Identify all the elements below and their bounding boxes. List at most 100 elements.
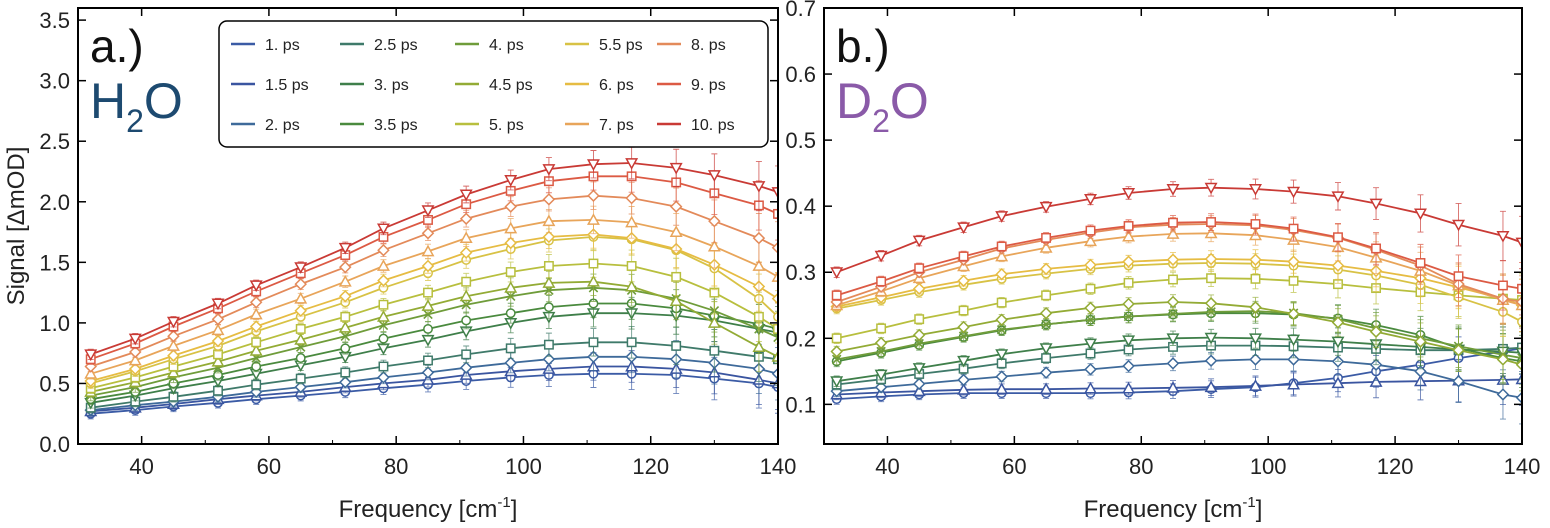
panel-a-data-point [543, 339, 554, 350]
panel-b-xtick-label: 100 [1250, 454, 1287, 479]
panel-a-data-point [459, 289, 473, 302]
panel-b-data-point [957, 274, 970, 288]
legend-item-5-ps: 5. ps [455, 117, 524, 134]
panel-b-data-point [830, 376, 844, 388]
panel-b-data-point [1123, 221, 1134, 231]
panel-a-data-point [542, 230, 556, 244]
panel-b-data-point [1122, 229, 1136, 242]
panel-b-data-point [1204, 252, 1218, 266]
panel-a-ytick-label: 3.5 [39, 8, 70, 33]
panel-a-data-point [294, 333, 308, 345]
panel-a-series-line [90, 218, 778, 375]
panel-b-data-point [1517, 353, 1522, 363]
legend-item-1-5-ps: 1.5 ps [231, 77, 309, 94]
panel-a-data-point [294, 291, 308, 304]
legend-label: 9. ps [691, 77, 726, 94]
panel-a-xtick-label: 40 [129, 454, 153, 479]
panel-a-data-point [249, 307, 263, 320]
panel-a-data-point [423, 309, 433, 320]
panel-a-data-point [752, 181, 766, 193]
panel-a-data-point [128, 333, 142, 346]
panel-b-data-point [995, 249, 1009, 262]
panel-b-xlabel: Frequency [cm-1] [1084, 494, 1263, 523]
panel-b-data-point [1515, 391, 1522, 405]
panel-a-data-point [376, 310, 390, 322]
panel-b-data-point [1452, 343, 1465, 357]
panel-b-series-line [836, 221, 1522, 297]
legend-label: 1. ps [265, 37, 300, 54]
panel-a-data-point [211, 354, 225, 367]
panel-b-data-point [1287, 334, 1301, 347]
panel-b-data-point [1039, 343, 1053, 355]
panel-a-data-point [543, 302, 554, 313]
panel-a-xlabel-main: Frequency [cm [339, 496, 498, 523]
panel-a-data-point [84, 349, 98, 362]
panel-b-series-line [836, 310, 1522, 361]
panel-b-data-point [1039, 382, 1053, 395]
panel-a-xtick-label: 120 [632, 454, 669, 479]
panel-a-data-point [752, 259, 766, 271]
panel-b-data-point [830, 267, 844, 279]
panel-a-data-point [84, 367, 98, 379]
panel-b-data-point [914, 314, 925, 325]
panel-a-xlabel: Frequency [cm-1] [339, 494, 518, 523]
panel-b-data-point [1371, 243, 1382, 254]
panel-a-data-point [504, 175, 518, 187]
panel-a-data-point [338, 274, 352, 287]
panel-a-data-point [587, 228, 600, 241]
panel-a-data-point [377, 371, 390, 384]
panel-b-data-point [1414, 208, 1427, 221]
panel-b-data-point [1333, 232, 1343, 243]
panel-b-solvent-label: D2O [836, 73, 929, 139]
panel-b-data-point [1122, 188, 1136, 200]
panel-b-data-point [1084, 363, 1097, 376]
panel-a-plot-area [84, 146, 778, 420]
panel-b-series-line [836, 186, 1522, 274]
panel-b-xlabel-main: Frequency [cm [1084, 496, 1243, 523]
panel-a-data-point [586, 274, 600, 287]
panel-b-series-line [836, 336, 1522, 383]
panel-b-series-4-5-ps [830, 294, 1522, 392]
panel-b-data-point [1287, 255, 1300, 268]
panel-a-data-point [586, 213, 600, 225]
panel-b-data-point [1122, 359, 1135, 373]
panel-a-data-point [378, 320, 389, 331]
panel-a-data-point [459, 212, 473, 225]
panel-b-xlabel-sup: -1 [1242, 494, 1255, 511]
panel-a-data-point [295, 373, 306, 384]
panel-b-data-point [1206, 217, 1217, 227]
panel-b-data-point [1515, 358, 1522, 371]
panel-a-data-point [423, 355, 433, 366]
panel-b-data-point [1452, 219, 1466, 232]
panel-b-data-point [1166, 381, 1180, 393]
panel-b-data-point [1331, 376, 1345, 389]
legend-label: 4.5 ps [489, 77, 533, 94]
panel-a-series-line [90, 341, 778, 409]
panel-a-ytick-label: 0.0 [39, 432, 70, 457]
panel-a-data-point [587, 350, 600, 364]
panel-b-solvent-tail: O [890, 73, 929, 129]
panel-b-data-point [1166, 295, 1180, 309]
panel-a-data-point [295, 323, 306, 334]
panel-b-data-point [1204, 297, 1218, 310]
panel-b-data-point [912, 377, 926, 391]
panel-a-data-point [461, 349, 472, 360]
panel-a-data-point [339, 375, 352, 389]
panel-b-data-point [1041, 290, 1052, 301]
panel-a-data-point [421, 244, 435, 257]
panel-a-series-line [90, 355, 778, 411]
panel-a-data-point [542, 193, 556, 206]
panel-b-data-point [1204, 182, 1218, 195]
panel-b-data-point [1039, 306, 1053, 320]
panel-a-data-point [669, 225, 683, 238]
panel-a-data-point [773, 332, 778, 343]
panel-a-ytick-label: 2.0 [39, 190, 70, 215]
panel-b-data-point [957, 222, 971, 235]
legend-label: 1.5 ps [265, 77, 309, 94]
legend-item-7-ps: 7. ps [565, 117, 634, 134]
panel-b-data-point [1249, 353, 1262, 366]
panel-a-data-point [378, 299, 389, 310]
panel-a-data-point [504, 236, 517, 250]
panel-b-data-point [1084, 234, 1097, 247]
legend-item-3-ps: 3. ps [340, 77, 409, 94]
